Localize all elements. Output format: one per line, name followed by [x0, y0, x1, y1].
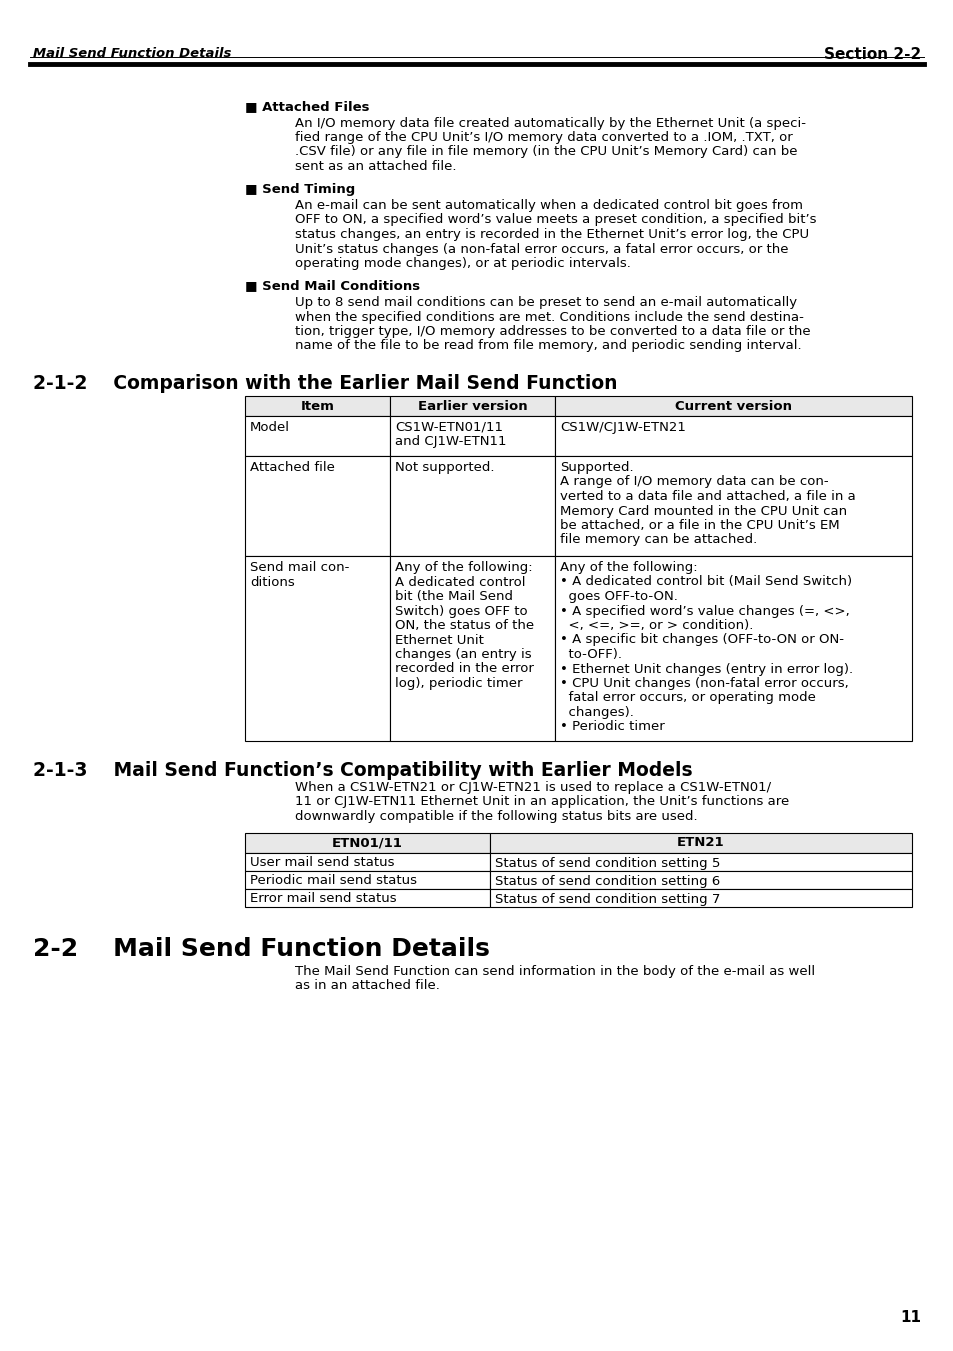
- Text: • Periodic timer: • Periodic timer: [559, 720, 664, 734]
- Text: A dedicated control: A dedicated control: [395, 576, 525, 589]
- Text: status changes, an entry is recorded in the Ethernet Unit’s error log, the CPU: status changes, an entry is recorded in …: [294, 228, 808, 240]
- Text: Any of the following:: Any of the following:: [395, 561, 532, 574]
- Text: <, <=, >=, or > condition).: <, <=, >=, or > condition).: [559, 619, 753, 632]
- Text: recorded in the error: recorded in the error: [395, 662, 534, 676]
- Text: Current version: Current version: [675, 400, 791, 412]
- Text: Mail Send Function Details: Mail Send Function Details: [33, 47, 232, 59]
- Text: tion, trigger type, I/O memory addresses to be converted to a data file or the: tion, trigger type, I/O memory addresses…: [294, 326, 810, 338]
- Text: changes (an entry is: changes (an entry is: [395, 648, 531, 661]
- Text: .CSV file) or any file in file memory (in the CPU Unit’s Memory Card) can be: .CSV file) or any file in file memory (i…: [294, 146, 797, 158]
- Text: 2-1-2    Comparison with the Earlier Mail Send Function: 2-1-2 Comparison with the Earlier Mail S…: [33, 374, 617, 393]
- Text: name of the file to be read from file memory, and periodic sending interval.: name of the file to be read from file me…: [294, 339, 801, 353]
- Text: Periodic mail send status: Periodic mail send status: [250, 874, 416, 888]
- Text: CS1W/CJ1W-ETN21: CS1W/CJ1W-ETN21: [559, 422, 685, 434]
- Text: The Mail Send Function can send information in the body of the e-mail as well: The Mail Send Function can send informat…: [294, 965, 814, 978]
- Text: as in an attached file.: as in an attached file.: [294, 979, 439, 992]
- Bar: [390, 557, 555, 740]
- Text: • A dedicated control bit (Mail Send Switch): • A dedicated control bit (Mail Send Swi…: [559, 576, 851, 589]
- Bar: [245, 457, 390, 557]
- Text: verted to a data file and attached, a file in a: verted to a data file and attached, a fi…: [559, 490, 855, 503]
- Text: Ethernet Unit: Ethernet Unit: [395, 634, 483, 647]
- Bar: [390, 416, 555, 457]
- Bar: [245, 832, 490, 852]
- Text: Memory Card mounted in the CPU Unit can: Memory Card mounted in the CPU Unit can: [559, 504, 846, 517]
- Text: ditions: ditions: [250, 576, 294, 589]
- Text: Any of the following:: Any of the following:: [559, 561, 697, 574]
- Bar: [245, 416, 390, 457]
- Bar: [245, 870, 490, 889]
- Text: to-OFF).: to-OFF).: [559, 648, 621, 661]
- Bar: [245, 396, 390, 416]
- Text: Section 2-2: Section 2-2: [822, 47, 920, 62]
- Text: ON, the status of the: ON, the status of the: [395, 619, 534, 632]
- Text: ETN21: ETN21: [677, 836, 724, 848]
- Text: 2-2    Mail Send Function Details: 2-2 Mail Send Function Details: [33, 936, 489, 961]
- Bar: [490, 889, 911, 907]
- Text: downwardly compatible if the following status bits are used.: downwardly compatible if the following s…: [294, 811, 697, 823]
- Text: An I/O memory data file created automatically by the Ethernet Unit (a speci-: An I/O memory data file created automati…: [294, 116, 805, 130]
- Text: • Ethernet Unit changes (entry in error log).: • Ethernet Unit changes (entry in error …: [559, 662, 852, 676]
- Text: Status of send condition setting 5: Status of send condition setting 5: [495, 857, 720, 870]
- Text: log), periodic timer: log), periodic timer: [395, 677, 522, 690]
- Bar: [555, 457, 911, 557]
- Text: be attached, or a file in the CPU Unit’s EM: be attached, or a file in the CPU Unit’s…: [559, 519, 839, 532]
- Text: ■ Send Timing: ■ Send Timing: [245, 182, 355, 196]
- Text: Unit’s status changes (a non-fatal error occurs, a fatal error occurs, or the: Unit’s status changes (a non-fatal error…: [294, 242, 788, 255]
- Text: fatal error occurs, or operating mode: fatal error occurs, or operating mode: [559, 692, 815, 704]
- Text: when the specified conditions are met. Conditions include the send destina-: when the specified conditions are met. C…: [294, 311, 803, 323]
- Text: Up to 8 send mail conditions can be preset to send an e-mail automatically: Up to 8 send mail conditions can be pres…: [294, 296, 797, 309]
- Text: Status of send condition setting 6: Status of send condition setting 6: [495, 874, 720, 888]
- Text: and CJ1W-ETN11: and CJ1W-ETN11: [395, 435, 506, 449]
- Text: • A specific bit changes (OFF-to-ON or ON-: • A specific bit changes (OFF-to-ON or O…: [559, 634, 843, 647]
- Text: operating mode changes), or at periodic intervals.: operating mode changes), or at periodic …: [294, 257, 630, 270]
- Bar: [490, 852, 911, 870]
- Text: changes).: changes).: [559, 707, 633, 719]
- Text: User mail send status: User mail send status: [250, 857, 395, 870]
- Bar: [390, 396, 555, 416]
- Text: A range of I/O memory data can be con-: A range of I/O memory data can be con-: [559, 476, 828, 489]
- Text: Attached file: Attached file: [250, 461, 335, 474]
- Text: When a CS1W-ETN21 or CJ1W-ETN21 is used to replace a CS1W-ETN01/: When a CS1W-ETN21 or CJ1W-ETN21 is used …: [294, 781, 770, 794]
- Bar: [490, 832, 911, 852]
- Text: 11: 11: [899, 1310, 920, 1325]
- Text: Supported.: Supported.: [559, 461, 633, 474]
- Text: • CPU Unit changes (non-fatal error occurs,: • CPU Unit changes (non-fatal error occu…: [559, 677, 848, 690]
- Bar: [245, 557, 390, 740]
- Text: Earlier version: Earlier version: [417, 400, 527, 412]
- Bar: [245, 889, 490, 907]
- Text: An e-mail can be sent automatically when a dedicated control bit goes from: An e-mail can be sent automatically when…: [294, 199, 802, 212]
- Text: ■ Attached Files: ■ Attached Files: [245, 100, 369, 113]
- Text: bit (the Mail Send: bit (the Mail Send: [395, 590, 513, 603]
- Bar: [555, 557, 911, 740]
- Bar: [555, 416, 911, 457]
- Text: CS1W-ETN01/11: CS1W-ETN01/11: [395, 422, 502, 434]
- Text: Error mail send status: Error mail send status: [250, 893, 396, 905]
- Text: ■ Send Mail Conditions: ■ Send Mail Conditions: [245, 280, 419, 293]
- Text: sent as an attached file.: sent as an attached file.: [294, 159, 456, 173]
- Text: OFF to ON, a specified word’s value meets a preset condition, a specified bit’s: OFF to ON, a specified word’s value meet…: [294, 213, 816, 227]
- Bar: [245, 852, 490, 870]
- Bar: [555, 396, 911, 416]
- Text: file memory can be attached.: file memory can be attached.: [559, 534, 757, 547]
- Bar: [490, 870, 911, 889]
- Text: 2-1-3    Mail Send Function’s Compatibility with Earlier Models: 2-1-3 Mail Send Function’s Compatibility…: [33, 761, 692, 780]
- Text: Item: Item: [300, 400, 335, 412]
- Text: Model: Model: [250, 422, 290, 434]
- Bar: [390, 457, 555, 557]
- Text: ETN01/11: ETN01/11: [332, 836, 402, 848]
- Text: Switch) goes OFF to: Switch) goes OFF to: [395, 604, 527, 617]
- Text: goes OFF-to-ON.: goes OFF-to-ON.: [559, 590, 678, 603]
- Text: Send mail con-: Send mail con-: [250, 561, 349, 574]
- Text: 11 or CJ1W-ETN11 Ethernet Unit in an application, the Unit’s functions are: 11 or CJ1W-ETN11 Ethernet Unit in an app…: [294, 796, 788, 808]
- Text: • A specified word’s value changes (=, <>,: • A specified word’s value changes (=, <…: [559, 604, 849, 617]
- Text: Not supported.: Not supported.: [395, 461, 494, 474]
- Text: Status of send condition setting 7: Status of send condition setting 7: [495, 893, 720, 905]
- Text: fied range of the CPU Unit’s I/O memory data converted to a .IOM, .TXT, or: fied range of the CPU Unit’s I/O memory …: [294, 131, 792, 145]
